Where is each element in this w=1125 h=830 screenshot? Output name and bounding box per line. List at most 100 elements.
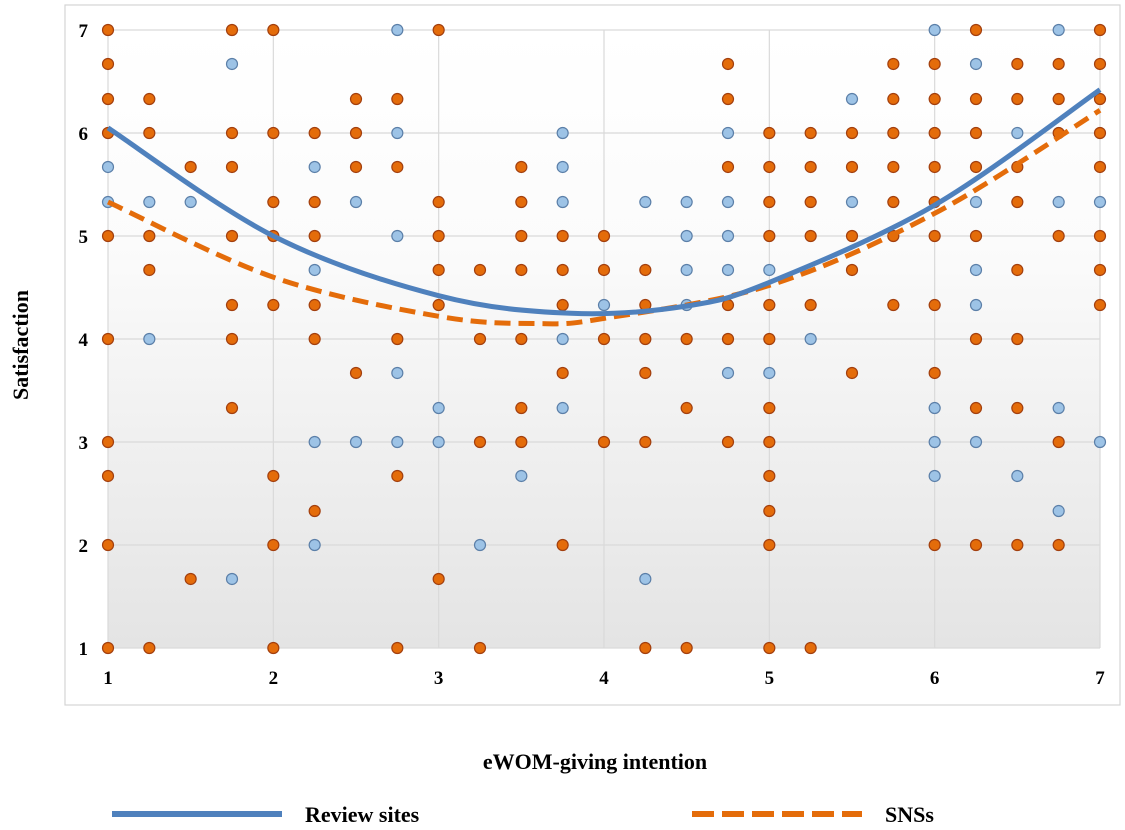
review-sites-point <box>680 195 693 209</box>
snss-point <box>1093 23 1107 37</box>
snss-point <box>225 298 239 312</box>
snss-point <box>887 160 900 174</box>
snss-point <box>473 332 487 346</box>
snss-point <box>597 435 611 449</box>
snss-point <box>308 229 321 243</box>
snss-point <box>721 57 735 71</box>
snss-point <box>143 229 156 243</box>
review-sites-point <box>969 298 983 312</box>
y-tick-label: 6 <box>79 124 89 145</box>
snss-point <box>845 229 859 243</box>
snss-point <box>969 160 983 174</box>
x-tick-label: 1 <box>103 668 113 689</box>
snss-point <box>763 504 776 518</box>
snss-point <box>721 92 735 106</box>
snss-point <box>308 298 321 312</box>
snss-point <box>515 435 528 449</box>
snss-point <box>928 229 941 243</box>
review-sites-point <box>143 195 156 209</box>
snss-point <box>225 401 239 415</box>
snss-point <box>1052 229 1065 243</box>
snss-point <box>804 229 817 243</box>
snss-point <box>473 263 487 277</box>
snss-point <box>432 229 445 243</box>
y-tick-label: 1 <box>79 639 89 660</box>
review-sites-point <box>556 160 569 174</box>
snss-point <box>473 641 487 655</box>
snss-point <box>639 435 652 449</box>
snss-point <box>308 332 321 346</box>
snss-point <box>515 263 528 277</box>
snss-point <box>556 263 569 277</box>
snss-point <box>969 229 983 243</box>
snss-point <box>101 23 115 37</box>
snss-point <box>721 435 735 449</box>
review-sites-point <box>556 332 569 346</box>
snss-point <box>763 469 776 483</box>
review-sites-point <box>639 195 652 209</box>
review-sites-point <box>432 435 445 449</box>
snss-point <box>680 641 693 655</box>
snss-point <box>225 332 239 346</box>
snss-point <box>804 126 817 140</box>
y-tick-label: 7 <box>79 21 89 42</box>
review-sites-point <box>391 366 404 380</box>
snss-point <box>763 401 776 415</box>
y-tick-label: 5 <box>79 227 89 248</box>
snss-point <box>143 92 156 106</box>
snss-point <box>721 160 735 174</box>
review-sites-point <box>1052 401 1065 415</box>
snss-point <box>515 229 528 243</box>
review-sites-point <box>432 401 445 415</box>
snss-point <box>391 641 404 655</box>
snss-point <box>308 504 321 518</box>
snss-point <box>432 572 445 586</box>
snss-point <box>804 160 817 174</box>
review-sites-point <box>763 263 776 277</box>
snss-point <box>639 332 652 346</box>
snss-point <box>969 126 983 140</box>
snss-point <box>101 469 115 483</box>
snss-point <box>391 92 404 106</box>
review-sites-point <box>721 263 735 277</box>
snss-point <box>556 538 569 552</box>
snss-point <box>143 263 156 277</box>
review-sites-point <box>845 92 859 106</box>
snss-point <box>308 126 321 140</box>
review-sites-point <box>1011 469 1024 483</box>
snss-point <box>928 298 941 312</box>
snss-point <box>391 160 404 174</box>
snss-point <box>763 435 776 449</box>
snss-point <box>1093 57 1107 71</box>
review-sites-point <box>556 401 569 415</box>
review-sites-point <box>308 435 321 449</box>
snss-point <box>225 160 239 174</box>
snss-point <box>556 229 569 243</box>
snss-point <box>763 126 776 140</box>
review-sites-point <box>473 538 487 552</box>
snss-point <box>721 332 735 346</box>
snss-point <box>1052 435 1065 449</box>
review-sites-point <box>101 160 115 174</box>
snss-point <box>225 23 239 37</box>
snss-point <box>1093 160 1107 174</box>
snss-point <box>556 298 569 312</box>
snss-point <box>267 195 280 209</box>
review-sites-point <box>308 160 321 174</box>
snss-point <box>349 366 363 380</box>
snss-point <box>267 538 280 552</box>
x-tick-label: 4 <box>599 668 609 689</box>
snss-point <box>143 641 156 655</box>
review-sites-point <box>597 298 611 312</box>
snss-point <box>763 538 776 552</box>
review-sites-point <box>515 469 528 483</box>
snss-point <box>1011 401 1024 415</box>
snss-point <box>391 332 404 346</box>
review-sites-point <box>1011 126 1024 140</box>
y-tick-labels: 1 2 3 4 5 6 7 <box>79 21 89 660</box>
snss-point <box>515 160 528 174</box>
snss-point <box>1093 92 1107 106</box>
snss-point <box>101 229 115 243</box>
review-sites-point <box>763 366 776 380</box>
snss-point <box>1052 92 1065 106</box>
